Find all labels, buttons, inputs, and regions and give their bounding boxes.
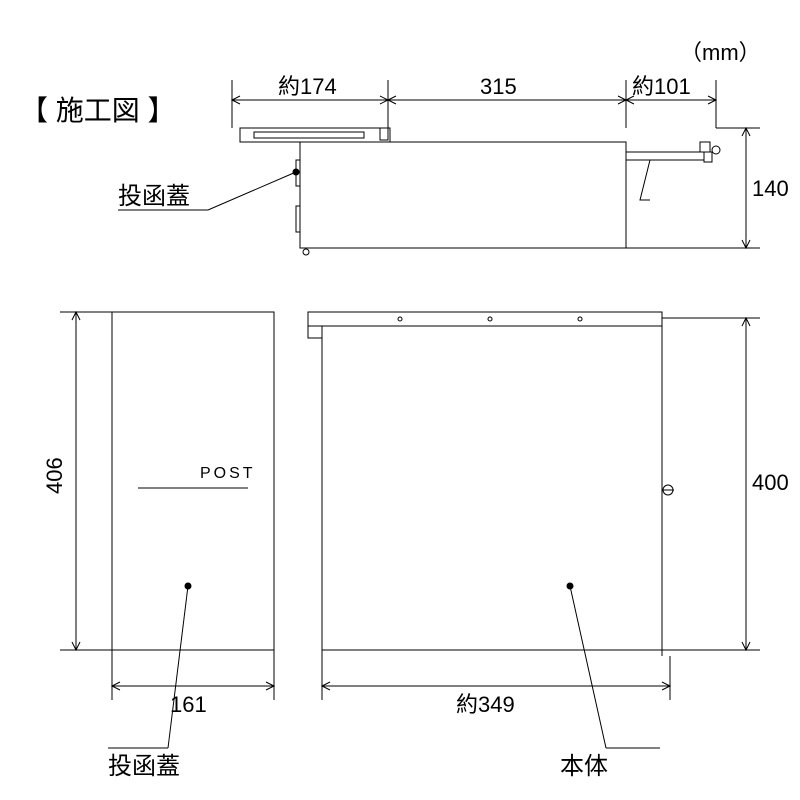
- dim-front-h-text: 406: [42, 457, 67, 494]
- label-lid-bottom: 投函蓋: [108, 753, 180, 780]
- dim-top-w2: 315: [480, 74, 517, 99]
- dim-body-w-text: 約349: [456, 692, 515, 717]
- dim-top-w1: 約174: [278, 74, 337, 99]
- post-text: POST: [200, 465, 256, 482]
- label-lid-top: 投函蓋: [118, 183, 190, 210]
- dim-front-h: [60, 312, 112, 650]
- dim-front-w-text: 161: [170, 692, 207, 717]
- dim-top-h: 140: [752, 176, 789, 201]
- leader-body: [567, 583, 660, 748]
- front-right-body: [308, 312, 674, 656]
- dim-top-height: [626, 128, 760, 248]
- label-body: 本体: [560, 753, 608, 780]
- leader-lid-bottom: [108, 583, 191, 748]
- dim-top-w3: 約101: [632, 74, 691, 99]
- unit-label: （mm）: [680, 40, 761, 65]
- dim-body-h: [662, 318, 760, 650]
- dim-body-h-text: 400: [752, 470, 789, 495]
- top-view: [240, 128, 720, 255]
- title: 【 施工図 】: [20, 95, 176, 126]
